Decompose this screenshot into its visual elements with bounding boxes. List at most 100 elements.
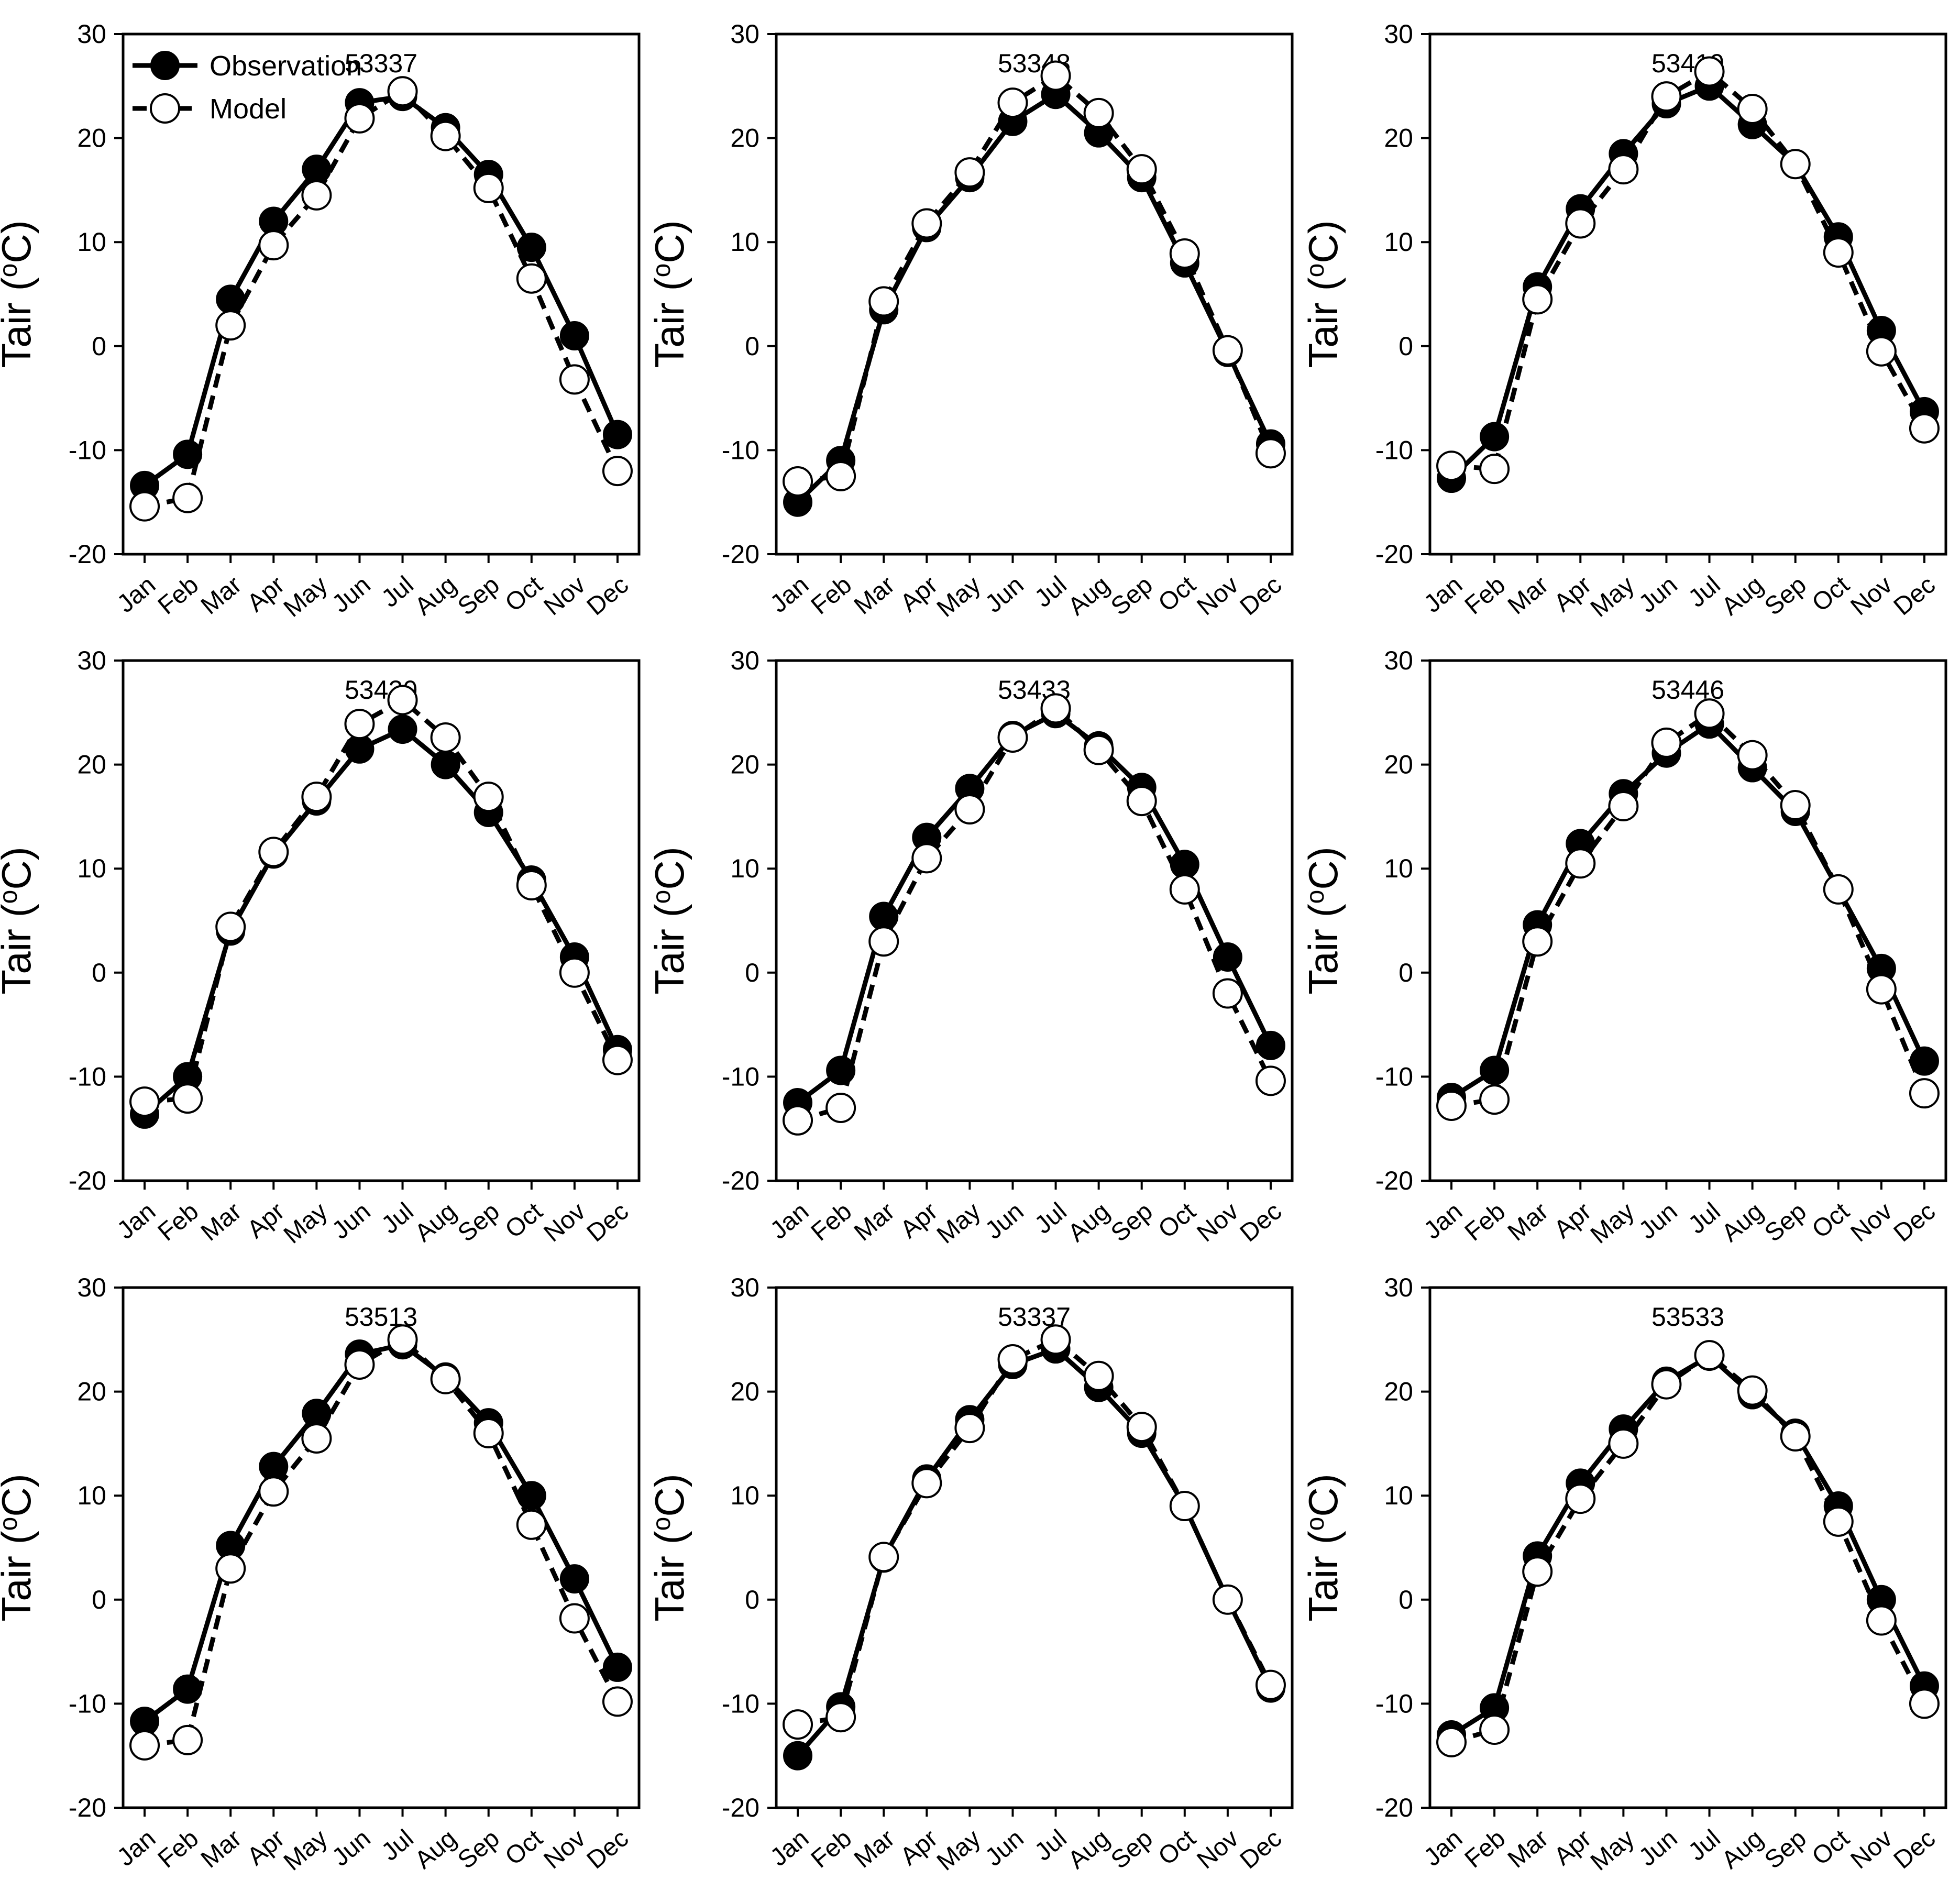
month-label-apr: Apr: [1549, 1197, 1596, 1244]
month-label-nov: Nov: [1845, 1197, 1897, 1247]
month-label-mar: Mar: [849, 1197, 900, 1247]
month-label-jun: Jun: [1634, 1197, 1682, 1245]
data-point-model: [1565, 848, 1596, 879]
y-tick-label: 30: [730, 646, 759, 675]
y-axis-label: Tair (oC): [0, 220, 39, 368]
y-tick-label: 20: [730, 750, 759, 779]
plot-box: [775, 32, 1294, 556]
month-label-apr: Apr: [1549, 1824, 1596, 1871]
data-point-model: [1212, 978, 1243, 1009]
data-point-model: [1694, 698, 1725, 729]
data-point-model: [868, 1542, 899, 1573]
data-point-model: [215, 310, 246, 341]
data-point-model: [1780, 1421, 1811, 1452]
month-label-apr: Apr: [242, 1197, 290, 1244]
data-point-observation: [516, 1481, 546, 1511]
month-label-apr: Apr: [242, 1824, 290, 1871]
station-label: 53533: [1651, 1302, 1724, 1332]
month-label-sep: Sep: [453, 571, 504, 621]
series-line-model: [1451, 68, 1926, 471]
month-label-jan: Jan: [1419, 1824, 1468, 1872]
series-line-observation: [796, 711, 1273, 1105]
data-point-model: [129, 1086, 160, 1117]
data-point-model: [1909, 413, 1940, 444]
y-tick-label: -20: [1375, 1166, 1413, 1195]
month-label-dec: Dec: [1235, 1197, 1287, 1247]
month-label-sep: Sep: [1759, 571, 1811, 621]
data-point-model: [1479, 1084, 1510, 1115]
y-axis-label: Tair (oC): [0, 1474, 39, 1621]
data-point-model: [1737, 740, 1768, 771]
data-point-model: [387, 685, 418, 716]
y-tick-label: 0: [92, 958, 106, 987]
month-label-oct: Oct: [1807, 1197, 1855, 1244]
data-point-observation: [559, 321, 589, 350]
y-tick-label: -20: [1375, 1793, 1413, 1822]
month-label-jun: Jun: [980, 1824, 1029, 1872]
data-point-model: [473, 172, 504, 203]
data-point-model: [911, 1468, 942, 1499]
data-point-legend-observation: [150, 51, 180, 80]
y-tick-label: -10: [69, 1062, 106, 1091]
data-point-model: [1436, 450, 1467, 481]
month-label-sep: Sep: [453, 1824, 504, 1874]
y-tick-label: -20: [69, 540, 106, 569]
data-point-model: [1780, 149, 1811, 180]
data-point-model: [1909, 1688, 1940, 1719]
data-point-model: [1737, 1375, 1768, 1406]
month-label-dec: Dec: [582, 1197, 634, 1247]
month-label-aug: Aug: [1716, 1197, 1768, 1247]
series-line-model: [144, 1336, 620, 1748]
data-point-model: [1212, 335, 1243, 366]
y-tick-label: -10: [69, 1689, 106, 1718]
data-point-model: [783, 1709, 813, 1740]
y-tick-label: 0: [1399, 332, 1413, 361]
y-tick-label: 10: [730, 1481, 759, 1510]
month-label-feb: Feb: [153, 1824, 204, 1874]
chart-cell-1: 30 20 10 0 -10 -20 Jan Feb Mar Apr May Jun Jul Aug Sep…: [0, 0, 653, 626]
data-point-model: [258, 230, 289, 261]
month-label-jul: Jul: [377, 1824, 419, 1866]
y-axis-label: Tair (oC): [646, 846, 692, 994]
data-point-model: [129, 491, 160, 522]
y-tick-label: -10: [1375, 435, 1413, 465]
data-point-model: [1608, 1428, 1639, 1459]
data-point-model: [1436, 1727, 1467, 1757]
month-label-may: May: [279, 1824, 333, 1876]
data-point-model: [1823, 237, 1854, 268]
month-label-nov: Nov: [1192, 1197, 1243, 1247]
data-point-model: [430, 1364, 461, 1394]
data-point-model: [1126, 1412, 1157, 1443]
data-point-model: [301, 1423, 332, 1454]
y-tick-label: 30: [1384, 19, 1413, 49]
data-point-model: [1255, 1065, 1286, 1096]
data-point-model: [602, 1686, 633, 1717]
data-point-observation: [388, 714, 417, 744]
data-point-model: [1866, 1605, 1897, 1636]
month-label-apr: Apr: [895, 1824, 943, 1871]
month-label-jan: Jan: [112, 571, 161, 618]
data-point-model: [258, 837, 289, 867]
month-label-feb: Feb: [806, 1197, 857, 1247]
data-point-model: [559, 957, 590, 988]
chart-cell-5: 30 20 10 0 -10 -20 Jan Feb Mar Apr May Jun Jul Aug Sep…: [646, 626, 1307, 1254]
data-point-model: [911, 208, 942, 239]
y-tick-label: -10: [722, 1689, 759, 1718]
data-point-model: [825, 1702, 856, 1733]
y-tick-label: 20: [1384, 124, 1413, 153]
data-point-model: [1866, 336, 1897, 367]
data-point-model: [868, 926, 899, 957]
data-point-model: [1083, 734, 1114, 765]
data-point-model: [1866, 974, 1897, 1005]
y-tick-label: 20: [730, 1377, 759, 1406]
month-label-jul: Jul: [1030, 1824, 1072, 1866]
month-label-jun: Jun: [327, 1197, 376, 1245]
plot-box: [775, 659, 1294, 1182]
data-point-model: [516, 1509, 547, 1540]
data-point-model: [954, 157, 985, 188]
data-point-model: [215, 1553, 246, 1584]
month-label-jun: Jun: [980, 571, 1029, 618]
